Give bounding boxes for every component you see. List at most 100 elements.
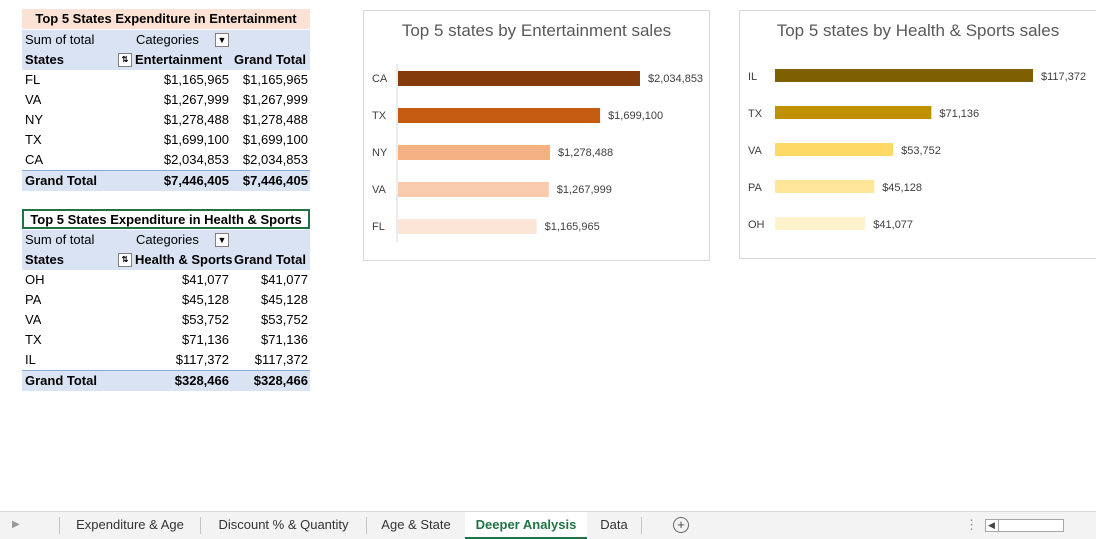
state-cell[interactable]: CA xyxy=(25,152,44,167)
tab-age-state[interactable]: Age & State xyxy=(381,517,451,532)
categories-label: Categories xyxy=(136,32,199,47)
total-value-2: $328,466 xyxy=(253,373,308,388)
table-row[interactable]: IL $117,372 $117,372 xyxy=(22,350,310,370)
value-cell[interactable]: $1,699,100 xyxy=(163,132,229,147)
pivot-title[interactable]: Top 5 States Expenditure in Health & Spo… xyxy=(22,209,310,229)
data-label: $117,372 xyxy=(1041,71,1086,83)
bar-va[interactable] xyxy=(775,143,894,156)
value-cell[interactable]: $1,165,965 xyxy=(163,72,229,87)
total-value-2: $7,446,405 xyxy=(242,173,308,188)
tab-discount-quantity[interactable]: Discount % & Quantity xyxy=(218,517,349,532)
tab-deeper-analysis[interactable]: Deeper Analysis xyxy=(465,512,587,539)
category-label: TX xyxy=(748,108,763,120)
grand-total-cell[interactable]: $53,752 xyxy=(261,312,308,327)
value-cell[interactable]: $53,752 xyxy=(182,312,229,327)
category-label: TX xyxy=(372,110,387,122)
bar-ca[interactable] xyxy=(398,71,640,86)
total-label: Grand Total xyxy=(25,173,97,188)
bar-tx[interactable] xyxy=(398,108,601,123)
state-cell[interactable]: FL xyxy=(25,72,41,87)
add-sheet-icon[interactable]: + xyxy=(673,517,689,533)
state-cell[interactable]: NY xyxy=(25,112,44,127)
pivot-header-row: Sum of total Categories ▼ xyxy=(22,230,310,250)
table-row[interactable]: TX $71,136 $71,136 xyxy=(22,330,310,350)
data-label: $53,752 xyxy=(901,145,941,157)
total-label: Grand Total xyxy=(25,373,97,388)
table-row[interactable]: FL $1,165,965 $1,165,965 xyxy=(22,70,310,90)
chart-title: Top 5 states by Health & Sports sales xyxy=(776,21,1060,40)
data-label: $71,136 xyxy=(939,108,979,120)
bar-ny[interactable] xyxy=(398,145,551,160)
health-sports-chart[interactable]: Top 5 states by Health & Sports sales IL… xyxy=(739,10,1096,259)
data-label: $1,699,100 xyxy=(608,110,663,122)
table-row[interactable]: VA $53,752 $53,752 xyxy=(22,310,310,330)
grand-total-cell[interactable]: $1,699,100 xyxy=(242,132,308,147)
category-label: OH xyxy=(748,219,765,231)
bar-il[interactable] xyxy=(775,69,1033,82)
value-cell[interactable]: $1,267,999 xyxy=(163,92,229,107)
bar-fl[interactable] xyxy=(398,219,537,234)
entertainment-chart[interactable]: Top 5 states by Entertainment sales CA $2… xyxy=(363,10,710,261)
tab-data[interactable]: Data xyxy=(600,517,628,532)
bar-va[interactable] xyxy=(398,182,549,197)
state-cell[interactable]: OH xyxy=(25,272,45,287)
sort-filter-icon[interactable]: ⇅ xyxy=(118,253,132,267)
bar-tx[interactable] xyxy=(775,106,932,119)
table-row[interactable]: PA $45,128 $45,128 xyxy=(22,290,310,310)
state-cell[interactable]: VA xyxy=(25,92,42,107)
grand-total-cell[interactable]: $1,267,999 xyxy=(242,92,308,107)
category-label: VA xyxy=(748,145,763,157)
category-label: FL xyxy=(372,221,385,233)
entertainment-bar-chart-svg: CA $2,034,853 TX $1,699,100 NY $1,278,488 VA $1… xyxy=(372,64,703,242)
categories-label: Categories xyxy=(136,232,199,247)
more-options-icon[interactable]: ⋮ xyxy=(965,517,978,532)
col-header-2: Grand Total xyxy=(234,252,306,267)
grand-total-cell[interactable]: $41,077 xyxy=(261,272,308,287)
grand-total-cell[interactable]: $45,128 xyxy=(261,292,308,307)
col-header-2: Grand Total xyxy=(234,52,306,67)
table-row[interactable]: CA $2,034,853 $2,034,853 xyxy=(22,150,310,170)
sum-label: Sum of total xyxy=(25,232,95,247)
value-cell[interactable]: $71,136 xyxy=(182,332,229,347)
category-label: NY xyxy=(372,147,388,159)
grand-total-cell[interactable]: $71,136 xyxy=(261,332,308,347)
bar-oh[interactable] xyxy=(775,217,866,230)
col-header-1: Health & Sports xyxy=(135,252,232,267)
grand-total-cell[interactable]: $1,278,488 xyxy=(242,112,308,127)
value-cell[interactable]: $41,077 xyxy=(182,272,229,287)
pivot-header-row: Sum of total Categories ▼ xyxy=(22,30,310,50)
total-value-1: $328,466 xyxy=(174,373,229,388)
table-row[interactable]: TX $1,699,100 $1,699,100 xyxy=(22,130,310,150)
data-label: $45,128 xyxy=(882,182,922,194)
tab-expenditure-age[interactable]: Expenditure & Age xyxy=(76,517,184,532)
rows-label: States xyxy=(25,252,65,267)
data-label: $41,077 xyxy=(873,219,913,231)
scroll-left-icon[interactable]: ◀ xyxy=(988,520,995,530)
bar-pa[interactable] xyxy=(775,180,875,193)
grand-total-cell[interactable]: $2,034,853 xyxy=(242,152,308,167)
data-label: $1,165,965 xyxy=(545,221,600,233)
state-cell[interactable]: PA xyxy=(25,292,42,307)
data-label: $1,278,488 xyxy=(558,147,613,159)
sum-label: Sum of total xyxy=(25,32,95,47)
state-cell[interactable]: IL xyxy=(25,352,36,367)
horizontal-scrollbar[interactable]: ◀ xyxy=(985,519,1064,532)
state-cell[interactable]: TX xyxy=(25,332,42,347)
table-row[interactable]: VA $1,267,999 $1,267,999 xyxy=(22,90,310,110)
state-cell[interactable]: VA xyxy=(25,312,42,327)
data-label: $2,034,853 xyxy=(648,73,703,85)
state-cell[interactable]: TX xyxy=(25,132,42,147)
table-row[interactable]: OH $41,077 $41,077 xyxy=(22,270,310,290)
table-row[interactable]: NY $1,278,488 $1,278,488 xyxy=(22,110,310,130)
sort-filter-icon[interactable]: ⇅ xyxy=(118,53,132,67)
grand-total-cell[interactable]: $117,372 xyxy=(254,352,308,367)
chart-title: Top 5 states by Entertainment sales xyxy=(401,21,672,40)
value-cell[interactable]: $117,372 xyxy=(175,352,229,367)
value-cell[interactable]: $45,128 xyxy=(182,292,229,307)
filter-dropdown-icon[interactable]: ▼ xyxy=(215,233,229,247)
value-cell[interactable]: $1,278,488 xyxy=(163,112,229,127)
value-cell[interactable]: $2,034,853 xyxy=(163,152,229,167)
tab-scroll-right-icon[interactable]: ▶ xyxy=(12,519,20,530)
filter-dropdown-icon[interactable]: ▼ xyxy=(215,33,229,47)
grand-total-cell[interactable]: $1,165,965 xyxy=(242,72,308,87)
